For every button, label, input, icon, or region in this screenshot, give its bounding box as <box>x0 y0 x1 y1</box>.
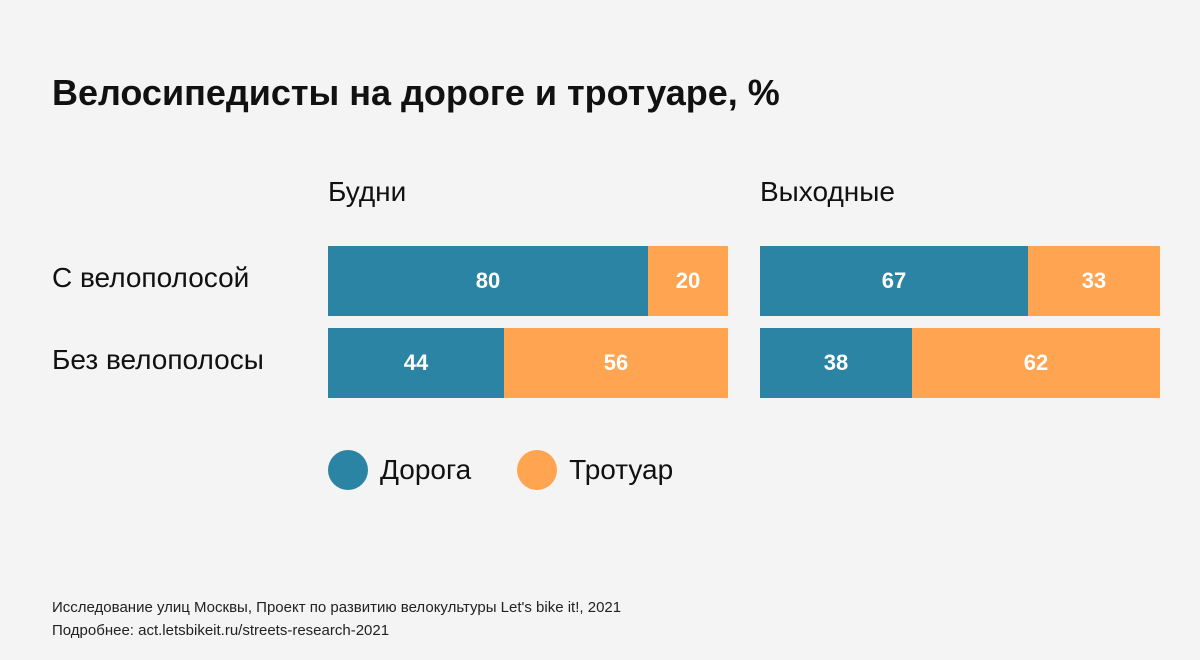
row-label-with-lane: С велополосой <box>52 262 250 293</box>
legend-swatch-road <box>328 450 368 490</box>
bar-segment-sidewalk: 33 <box>1028 246 1160 316</box>
bar-weekdays-without-lane: 44 56 <box>328 328 728 398</box>
bar-segment-road: 67 <box>760 246 1028 316</box>
source-link: Подробнее: act.letsbikeit.ru/streets-res… <box>52 622 390 639</box>
bar-segment-sidewalk: 20 <box>648 246 728 316</box>
legend-item-road: Дорога <box>328 450 471 490</box>
bar-weekdays-with-lane: 80 20 <box>328 246 728 316</box>
legend: Дорога Тротуар <box>328 450 719 490</box>
bar-segment-sidewalk: 62 <box>912 328 1160 398</box>
legend-swatch-sidewalk <box>517 450 558 490</box>
legend-label-road: Дорога <box>380 454 472 485</box>
bar-weekends-with-lane: 67 33 <box>760 246 1160 316</box>
bar-segment-sidewalk: 56 <box>504 328 728 398</box>
bar-weekends-without-lane: 38 62 <box>760 328 1160 398</box>
legend-label-sidewalk: Тротуар <box>569 454 674 485</box>
bar-segment-road: 38 <box>760 328 912 398</box>
bar-segment-road: 80 <box>328 246 648 316</box>
panel-title-weekdays: Будни <box>328 176 407 207</box>
bar-segment-road: 44 <box>328 328 504 398</box>
source-note: Исследование улиц Москвы, Проект по разв… <box>52 599 622 616</box>
row-label-without-lane: Без велополосы <box>52 344 264 375</box>
chart-title: Велосипедисты на дороге и тротуаре, % <box>52 72 780 113</box>
panel-title-weekends: Выходные <box>760 176 895 207</box>
legend-item-sidewalk: Тротуар <box>517 450 673 490</box>
